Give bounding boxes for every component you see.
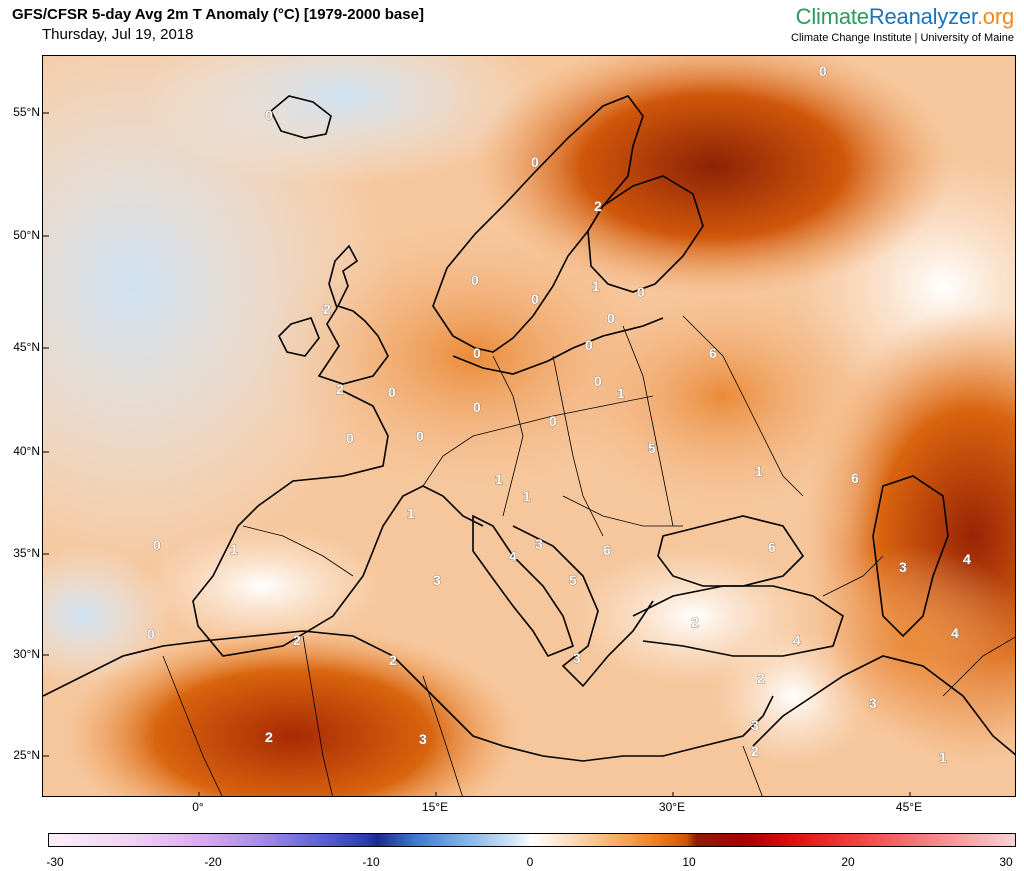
map-date: Thursday, Jul 19, 2018 [42, 26, 194, 43]
contour-label: 2 [757, 670, 765, 686]
contour-label: 0 [531, 291, 539, 307]
contour-label: 6 [709, 345, 717, 361]
anomaly-map: 0 0 2 0 2 0 0 1 0 0 6 0 2 0 0 0 1 5 0 0 … [42, 55, 1016, 797]
contour-label: 4 [793, 632, 801, 648]
contour-label: 3 [419, 731, 427, 747]
coastlines [43, 95, 1015, 762]
contour-label: 0 [585, 337, 593, 353]
contour-label: 0 [471, 272, 479, 288]
lat-label-45n: 45°N [13, 340, 40, 354]
contour-label: 0 [147, 626, 155, 642]
contour-label: 1 [523, 488, 531, 504]
contour-label: 3 [869, 695, 877, 711]
contour-label: 1 [230, 541, 238, 557]
graticule-ticks [43, 112, 911, 796]
colorbar [48, 833, 1016, 847]
colorbar-tick: 0 [526, 855, 534, 869]
contour-label: 6 [768, 539, 776, 555]
lat-label-40n: 40°N [13, 444, 40, 458]
map-svg: 0 0 2 0 2 0 0 1 0 0 6 0 2 0 0 0 1 5 0 0 … [43, 56, 1015, 796]
contour-label: 2 [594, 198, 602, 214]
contour-label: 2 [293, 632, 301, 648]
contour-label: 1 [495, 471, 503, 487]
contour-label: 5 [569, 572, 577, 588]
contour-label: 0 [346, 430, 354, 446]
contour-label: 0 [531, 154, 539, 170]
brand-logo[interactable]: ClimateReanalyzer.org [791, 4, 1015, 30]
contour-label: 1 [755, 463, 763, 479]
lat-label-55n: 55°N [13, 105, 40, 119]
contour-label: 6 [851, 470, 859, 486]
lon-label-15e: 15°E [421, 800, 449, 814]
lon-label-30e: 30°E [658, 800, 686, 814]
borders [162, 315, 1015, 796]
contour-label: 3 [573, 650, 581, 666]
contour-label: 0 [637, 284, 645, 300]
contour-label: 0 [607, 310, 615, 326]
colorbar-tick: 30 [999, 855, 1013, 869]
contour-label: 2 [265, 729, 273, 745]
contour-label: 2 [691, 614, 699, 630]
brand-logo-reanalyzer: Reanalyzer [868, 4, 977, 29]
contour-label: 0 [388, 384, 396, 400]
contour-label: 0 [594, 373, 602, 389]
lon-label-45e: 45°E [895, 800, 923, 814]
contour-label: 2 [336, 381, 344, 397]
contour-label: 4 [963, 551, 971, 567]
map-title: GFS/CFSR 5-day Avg 2m T Anomaly (°C) [19… [12, 6, 424, 23]
contour-label: 0 [819, 63, 827, 79]
lat-label-25n: 25°N [13, 748, 40, 762]
lat-label-30n: 30°N [13, 647, 40, 661]
contour-label: 0 [265, 107, 273, 123]
contour-label: 3 [535, 536, 543, 552]
brand-logo-climate: Climate [795, 4, 869, 29]
colorbar-tick: 10 [682, 855, 696, 869]
colorbar-tick: 20 [841, 855, 855, 869]
contour-label: 1 [939, 749, 947, 765]
lat-label-35n: 35°N [13, 546, 40, 560]
contour-label: 1 [407, 505, 415, 521]
contour-label: 4 [509, 548, 517, 564]
contour-label: 1 [617, 385, 625, 401]
contour-label: 0 [473, 399, 481, 415]
contour-label: 0 [153, 537, 161, 553]
contour-label: 3 [751, 717, 759, 733]
contour-labels: 0 0 2 0 2 0 0 1 0 0 6 0 2 0 0 0 1 5 0 0 … [147, 63, 972, 766]
contour-label: 4 [951, 625, 959, 641]
contour-label: 1 [592, 278, 600, 294]
contour-label: 0 [416, 428, 424, 444]
brand-logo-org: .org [976, 4, 1014, 29]
contour-label: 0 [473, 345, 481, 361]
lon-label-0: 0° [192, 800, 204, 814]
colorbar-tick: -20 [204, 855, 222, 869]
contour-label: 6 [603, 542, 611, 558]
colorbar-tick: -10 [362, 855, 380, 869]
contour-label: 3 [899, 559, 907, 575]
brand-block[interactable]: ClimateReanalyzer.org Climate Change Ins… [791, 4, 1014, 44]
contour-label: 2 [389, 652, 397, 668]
brand-subtitle: Climate Change Institute | University of… [791, 32, 1014, 44]
contour-label: 0 [549, 413, 557, 429]
contour-label: 2 [323, 301, 331, 317]
lat-label-50n: 50°N [13, 228, 40, 242]
colorbar-tick: -30 [46, 855, 64, 869]
contour-label: 3 [433, 572, 441, 588]
contour-label: 5 [648, 440, 656, 456]
contour-label: 2 [751, 743, 759, 759]
